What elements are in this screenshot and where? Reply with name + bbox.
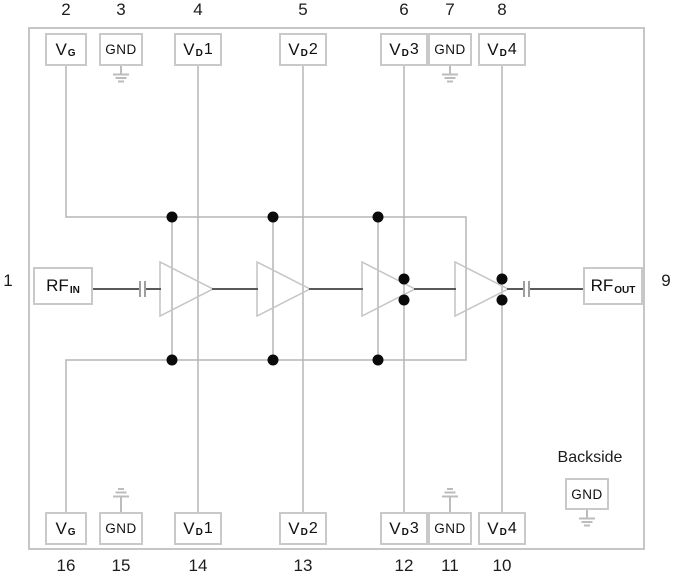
junction-dot [166,354,178,366]
pin-label: V [55,518,67,538]
junction-dot [372,354,384,366]
ground-icon [113,488,129,512]
pin-label: V [183,518,195,538]
pin-number-right-9: 9 [661,271,671,290]
pin-label-sub: D [195,527,203,538]
pin-label-sub: D [499,48,507,59]
pin-label-suffix: 4 [507,519,517,537]
junction-dot [398,294,410,306]
rf-in-box: RF IN [33,267,93,305]
pin-box-gnd-top-left: GND [99,33,143,66]
pin-number-top-8: 8 [497,0,507,19]
ground-icon [442,66,458,83]
pin-label-sub: G [67,527,76,538]
pin-label-suffix: 4 [507,40,517,58]
pin-label-suffix: 3 [409,519,419,537]
pin-label: GND [571,486,603,502]
pin-number-bottom-16: 16 [56,556,76,575]
amplifier-stage-2 [256,260,312,318]
pin-label: V [389,39,401,59]
pin-number-left-1: 1 [3,271,13,290]
pin-label-sub: D [300,527,308,538]
pin-box-gnd-bottom-left: GND [99,512,143,545]
pin-label-sub: G [67,48,76,59]
pin-label: V [288,39,300,59]
pin-label: GND [105,42,137,57]
pin-label: V [487,518,499,538]
capacitor-input-icon [139,281,146,297]
pin-label-sub: D [401,527,409,538]
pin-label-suffix: 2 [308,40,318,58]
junction-dot [267,211,279,223]
pin-label: GND [434,42,466,57]
pin-label-sub: OUT [614,284,636,296]
junction-dot [267,354,279,366]
pin-label: V [55,39,67,59]
amplifier-stage-1 [159,260,215,318]
pin-number-bottom-11: 11 [441,556,459,575]
amplifier-stage-4 [454,260,510,318]
junction-dot [496,294,508,306]
pin-label-sub: IN [69,284,80,296]
pin-label: V [389,518,401,538]
backside-gnd-box: GND [565,478,609,510]
pin-label: V [487,39,499,59]
pin-number-top-5: 5 [298,0,308,19]
ground-icon [579,510,595,527]
pin-label: V [183,39,195,59]
pin-label: GND [105,521,137,536]
junction-dot [398,273,410,285]
backside-label: Backside [557,449,623,466]
pin-number-top-4: 4 [193,0,203,19]
pin-label: RF [46,276,69,295]
junction-dot [496,273,508,285]
pin-box-gnd-bottom-right: GND [428,512,472,545]
pin-label-sub: D [300,48,308,59]
ground-icon [113,66,129,83]
pin-number-bottom-15: 15 [111,556,131,575]
amplifier-stage-3 [361,260,417,318]
pin-number-top-2: 2 [61,0,71,19]
pin-number-top-6: 6 [399,0,409,19]
pin-label-suffix: 1 [203,519,213,537]
pin-label: GND [434,521,466,536]
junction-dot [372,211,384,223]
pin-label: V [288,518,300,538]
pin-number-bottom-14: 14 [188,556,208,575]
pin-number-top-3: 3 [116,0,126,19]
capacitor-output-icon [523,281,530,297]
rf-out-box: RF OUT [583,267,643,305]
pin-box-gnd-top-right: GND [428,33,472,66]
pin-label-suffix: 2 [308,519,318,537]
vg-bias-loop-wire [65,66,467,512]
junction-dot [166,211,178,223]
pin-label-suffix: 3 [409,40,419,58]
pin-label-suffix: 1 [203,40,213,58]
pin-label-sub: D [401,48,409,59]
pin-number-top-7: 7 [445,0,455,19]
pin-number-bottom-13: 13 [293,556,313,575]
pin-label-sub: D [195,48,203,59]
pin-label: RF [590,276,614,295]
pin-label-sub: D [499,527,507,538]
chip-outline [28,27,645,550]
junction-dots [166,211,508,366]
ground-icon [442,488,458,512]
pin-number-bottom-12: 12 [394,556,414,575]
pin-number-bottom-10: 10 [492,556,512,575]
